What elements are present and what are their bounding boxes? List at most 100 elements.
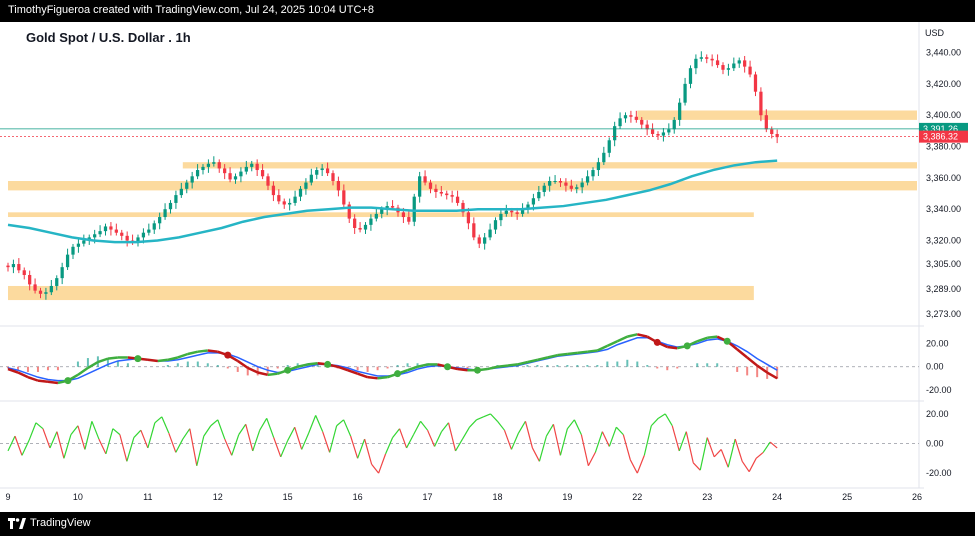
osc2-line-segment [357, 438, 366, 459]
candle-body [380, 209, 384, 214]
osc2-line-segment [713, 449, 722, 458]
credit-text: TimothyFigueroa created with TradingView… [8, 4, 374, 16]
candle-body [233, 176, 238, 180]
current-price-label: 3,386.32 [923, 132, 958, 142]
candle-body [434, 188, 438, 192]
candle-body [60, 267, 64, 279]
osc1-cross-dot [653, 338, 661, 346]
osc1-main-line-segment [766, 371, 778, 380]
osc2-line-segment [629, 459, 638, 474]
price-tick-label: 3,420.00 [926, 79, 961, 89]
price-tick-label: 3,440.00 [926, 48, 961, 58]
candle-body [195, 170, 200, 177]
candle-body [683, 83, 687, 103]
osc2-line-segment [685, 431, 694, 463]
osc2-line-segment [7, 435, 16, 452]
candle-body [223, 168, 227, 174]
candle-body [732, 63, 736, 69]
candle-body [526, 204, 530, 210]
time-tick-label: 25 [842, 492, 852, 502]
osc2-line-segment [413, 421, 422, 435]
candle-body [125, 235, 129, 241]
osc2-line-segment [42, 428, 51, 449]
candle-body [277, 195, 281, 202]
candle-body [580, 182, 584, 188]
osc2-line-segment [531, 447, 540, 462]
osc1-main-line-segment [267, 372, 278, 377]
osc2-line-segment [510, 432, 519, 450]
osc2-line-segment [426, 429, 436, 447]
chart-area[interactable] [0, 22, 975, 512]
candle-body [650, 129, 655, 134]
osc1-main-line-segment [27, 375, 39, 382]
osc2-line-segment [196, 435, 205, 466]
osc2-line-segment [77, 425, 86, 450]
osc1-main-line-segment [616, 335, 628, 343]
candle-body [726, 68, 731, 70]
osc2-line-segment [343, 419, 352, 437]
candle-body [363, 224, 368, 230]
price-tick-label: 3,305.00 [926, 259, 961, 269]
candle-body [623, 115, 628, 119]
candle-body [136, 237, 140, 243]
candle-body [569, 185, 573, 189]
candle-body [694, 58, 698, 69]
osc2-line-segment [91, 421, 100, 440]
osc1-main-line-segment [756, 364, 768, 374]
current-price-badge [919, 130, 968, 143]
osc1-main-line-segment [457, 367, 468, 372]
osc1-tick-label: -20.00 [926, 385, 952, 395]
candle-body [699, 57, 703, 59]
candle-body [358, 228, 362, 230]
osc2-line-segment [119, 434, 128, 462]
osc2-line-segment [441, 422, 449, 433]
osc2-line-segment [147, 422, 156, 449]
time-tick-label: 16 [353, 492, 363, 502]
candle-body [753, 74, 758, 92]
candle-body [17, 264, 21, 271]
footer-strip [0, 512, 975, 536]
price-tick-label: 3,340.00 [926, 204, 961, 214]
candle-body [217, 162, 221, 169]
candle-body [520, 209, 525, 214]
osc2-line-segment [98, 438, 107, 455]
osc2-line-segment [727, 438, 736, 468]
osc2-line-segment [385, 437, 394, 455]
osc2-line-segment [699, 437, 708, 471]
osc2-line-segment [643, 425, 652, 456]
osc1-main-line-segment [487, 365, 498, 371]
osc2-line-segment [350, 435, 359, 459]
candle-body [336, 181, 341, 191]
osc1-main-line-segment [77, 366, 89, 376]
osc1-main-line-segment [696, 336, 708, 343]
candle-body [748, 66, 752, 75]
osc2-line-segment [182, 428, 191, 440]
candle-body [315, 170, 319, 175]
time-tick-label: 15 [283, 492, 293, 502]
candle-body [76, 243, 81, 247]
osc2-line-segment [63, 434, 72, 459]
osc2-line-segment [70, 425, 79, 436]
osc2-line-segment [678, 431, 687, 452]
support-resistance-zone [8, 285, 754, 301]
osc1-tick-label: 20.00 [926, 339, 949, 349]
time-tick-label: 9 [5, 492, 10, 502]
osc2-line-segment [538, 435, 547, 462]
osc2-line-segment [14, 435, 23, 456]
candle-body [629, 115, 633, 117]
osc2-line-segment [133, 429, 142, 439]
candle-body [55, 278, 59, 286]
osc2-line-segment [615, 426, 624, 436]
osc2-line-segment [524, 421, 534, 449]
tradingview-brand[interactable]: TradingView [8, 517, 91, 529]
candle-body [190, 176, 194, 183]
price-tick-label: 3,273.00 [926, 309, 961, 319]
candle-body [743, 60, 747, 67]
osc1-cross-dot [723, 337, 731, 345]
osc2-line-segment [741, 460, 750, 473]
chart-title: Gold Spot / U.S. Dollar . 1h [26, 30, 191, 45]
osc1-main-line-segment [627, 333, 638, 338]
candle-body [640, 119, 644, 125]
osc2-line-segment [189, 428, 198, 466]
